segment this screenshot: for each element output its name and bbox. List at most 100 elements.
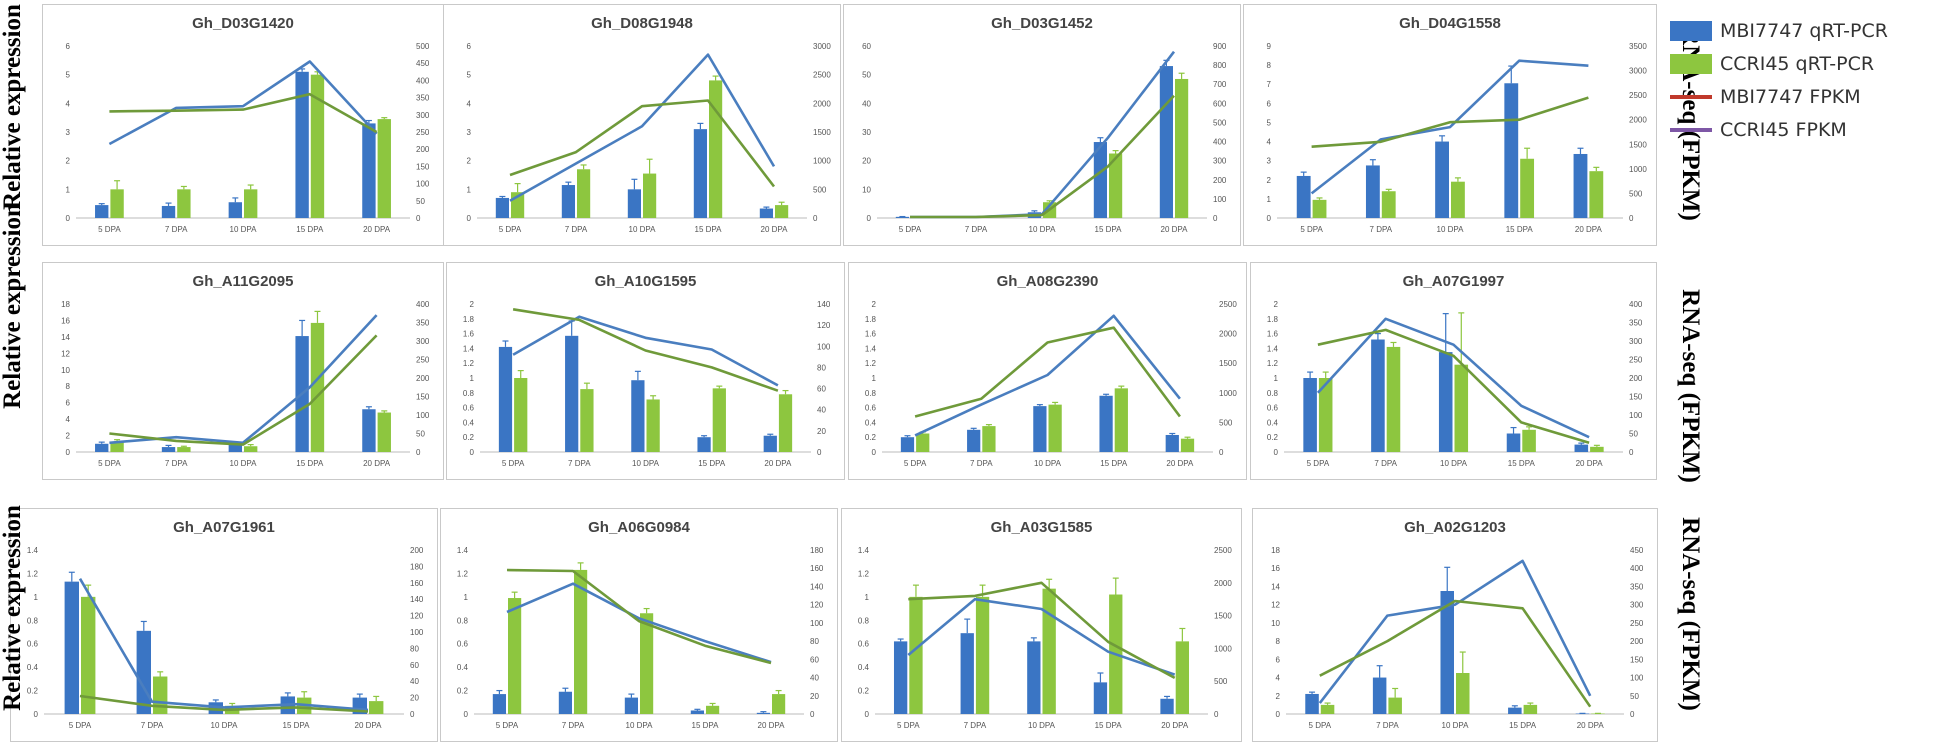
bar-ccri45-qrtpcr [377, 412, 391, 452]
y-right-tick-label: 250 [1630, 619, 1644, 628]
y-right-tick-label: 0 [1630, 710, 1635, 719]
bar-mbi7747-qrtpcr [136, 630, 151, 714]
x-tick-label: 7 DPA [1376, 721, 1399, 730]
y-left-tick-label: 1 [464, 593, 469, 602]
y-right-tick-label: 100 [1630, 674, 1644, 683]
y-left-tick-label: 1.8 [865, 315, 877, 324]
y-left-tick-label: 2 [1276, 692, 1281, 701]
chart-panel-frame [841, 508, 1242, 742]
chart-panel: Gh_A06G0984 0 0.2 0.4 0.6 0.8 1 1.2 1.4 0 20 40 60 80… [440, 508, 838, 742]
bar-mbi7747-qrtpcr [895, 216, 909, 218]
bar-mbi7747-qrtpcr [1574, 444, 1589, 452]
y-left-tick-label: 2 [66, 432, 71, 441]
bar-mbi7747-qrtpcr [161, 205, 176, 218]
chart-title: Gh_A06G0984 [588, 519, 690, 536]
y-right-tick-label: 40 [810, 674, 819, 683]
y-left-tick-label: 10 [61, 366, 70, 375]
y-left-tick-label: 2 [470, 300, 475, 309]
x-tick-label: 20 DPA [1161, 721, 1189, 730]
bar-mbi7747-qrtpcr [690, 710, 704, 714]
x-tick-label: 10 DPA [1442, 721, 1470, 730]
line-mbi7747-fpkm [907, 597, 1176, 676]
y-right-tick-label: 350 [416, 319, 430, 328]
x-tick-label: 20 DPA [1576, 459, 1604, 468]
x-tick-label: 5 DPA [1300, 225, 1323, 234]
y-right-tick-label: 1500 [813, 128, 831, 137]
y-left-tick-label: 1 [1274, 374, 1279, 383]
y-left-tick-label: 9 [1267, 42, 1272, 51]
y-right-tick-label: 60 [410, 661, 419, 670]
bar-mbi7747-qrtpcr [763, 435, 777, 452]
y-right-tick-label: 2500 [1219, 300, 1237, 309]
x-tick-label: 10 DPA [1437, 225, 1465, 234]
y-left-tick-label: 4 [66, 415, 71, 424]
row3-left-axis-label: Relative expression [0, 505, 26, 711]
y-left-tick-label: 2 [1274, 300, 1279, 309]
line-ccri45-fpkm [1317, 328, 1590, 445]
y-right-tick-label: 1000 [813, 157, 831, 166]
x-tick-label: 10 DPA [230, 459, 258, 468]
bar-mbi7747-qrtpcr [498, 346, 513, 452]
chart-panel: Gh_D03G145201020304050600100200300400500… [843, 4, 1241, 246]
y-left-tick-label: 4 [1276, 674, 1281, 683]
y-left-tick-label: 16 [61, 316, 70, 325]
bar-mbi7747-qrtpcr [756, 712, 770, 714]
y-right-tick-label: 50 [1630, 692, 1639, 701]
bar-ccri45-qrtpcr [369, 701, 384, 714]
bar-ccri45-qrtpcr [1381, 191, 1396, 218]
y-left-tick-label: 1.8 [463, 315, 475, 324]
y-left-tick-label: 1 [66, 185, 71, 194]
bar-ccri45-qrtpcr [643, 173, 657, 218]
bar-mbi7747-qrtpcr [561, 185, 575, 218]
y-left-tick-label: 0 [467, 214, 472, 223]
legend-line-mbi-fpkm [1670, 94, 1712, 99]
y-right-tick-label: 400 [1629, 300, 1643, 309]
y-left-tick-label: 0.8 [1267, 389, 1279, 398]
bar-ccri45-qrtpcr [1048, 404, 1062, 452]
y-right-tick-label: 100 [810, 619, 824, 628]
bar-ccri45-qrtpcr [772, 694, 786, 714]
x-tick-label: 7 DPA [964, 721, 987, 730]
y-left-tick-label: 1.6 [463, 330, 475, 339]
y-right-tick-label: 0 [817, 448, 822, 457]
bar-ccri45-qrtpcr [1589, 171, 1604, 218]
bar-mbi7747-qrtpcr [228, 444, 242, 452]
line-ccri45-fpkm [910, 94, 1175, 219]
y-left-tick-label: 1.4 [27, 546, 39, 555]
bar-ccri45-qrtpcr [1386, 346, 1401, 452]
y-left-tick-label: 0.2 [27, 687, 39, 696]
y-right-tick-label: 300 [416, 111, 430, 120]
bar-mbi7747-qrtpcr [900, 437, 915, 452]
y-left-tick-label: 0 [66, 448, 71, 457]
y-left-tick-label: 0 [66, 214, 71, 223]
chart-panel-frame [843, 4, 1241, 246]
y-right-tick-label: 200 [416, 145, 430, 154]
y-left-tick-label: 6 [1276, 655, 1281, 664]
bar-ccri45-qrtpcr [646, 399, 660, 452]
y-left-tick-label: 1.2 [463, 359, 475, 368]
line-mbi7747-fpkm [914, 314, 1181, 437]
y-right-tick-label: 700 [1213, 80, 1227, 89]
chart-title: Gh_D03G1420 [192, 15, 294, 32]
bar-mbi7747-qrtpcr [1506, 433, 1521, 452]
y-right-tick-label: 2000 [1214, 579, 1232, 588]
y-right-tick-label: 400 [1213, 138, 1227, 147]
y-right-tick-label: 80 [810, 637, 819, 646]
x-tick-label: 7 DPA [165, 459, 188, 468]
bar-mbi7747-qrtpcr [1305, 693, 1319, 714]
y-right-tick-label: 400 [1630, 564, 1644, 573]
x-tick-label: 20 DPA [363, 459, 391, 468]
line-mbi7747-fpkm [509, 53, 776, 202]
y-right-tick-label: 500 [1214, 677, 1228, 686]
chart-panel: Gh_D03G1420 0 1 2 3 4 5 6 0 50 100 150 200 250 300 350 4… [42, 4, 444, 246]
x-tick-label: 20 DPA [1577, 721, 1605, 730]
x-tick-label: 20 DPA [363, 225, 391, 234]
y-right-tick-label: 160 [810, 564, 824, 573]
line-mbi7747-fpkm [108, 60, 378, 146]
y-right-tick-label: 0 [1629, 214, 1634, 223]
legend-label-mbi-fpkm: MBI7747 FPKM [1720, 85, 1861, 108]
legend-item-ccri-qrt: CCRI45 qRT-PCR [1670, 47, 1888, 80]
bar-mbi7747-qrtpcr [362, 409, 376, 452]
y-right-tick-label: 1500 [1629, 140, 1647, 149]
